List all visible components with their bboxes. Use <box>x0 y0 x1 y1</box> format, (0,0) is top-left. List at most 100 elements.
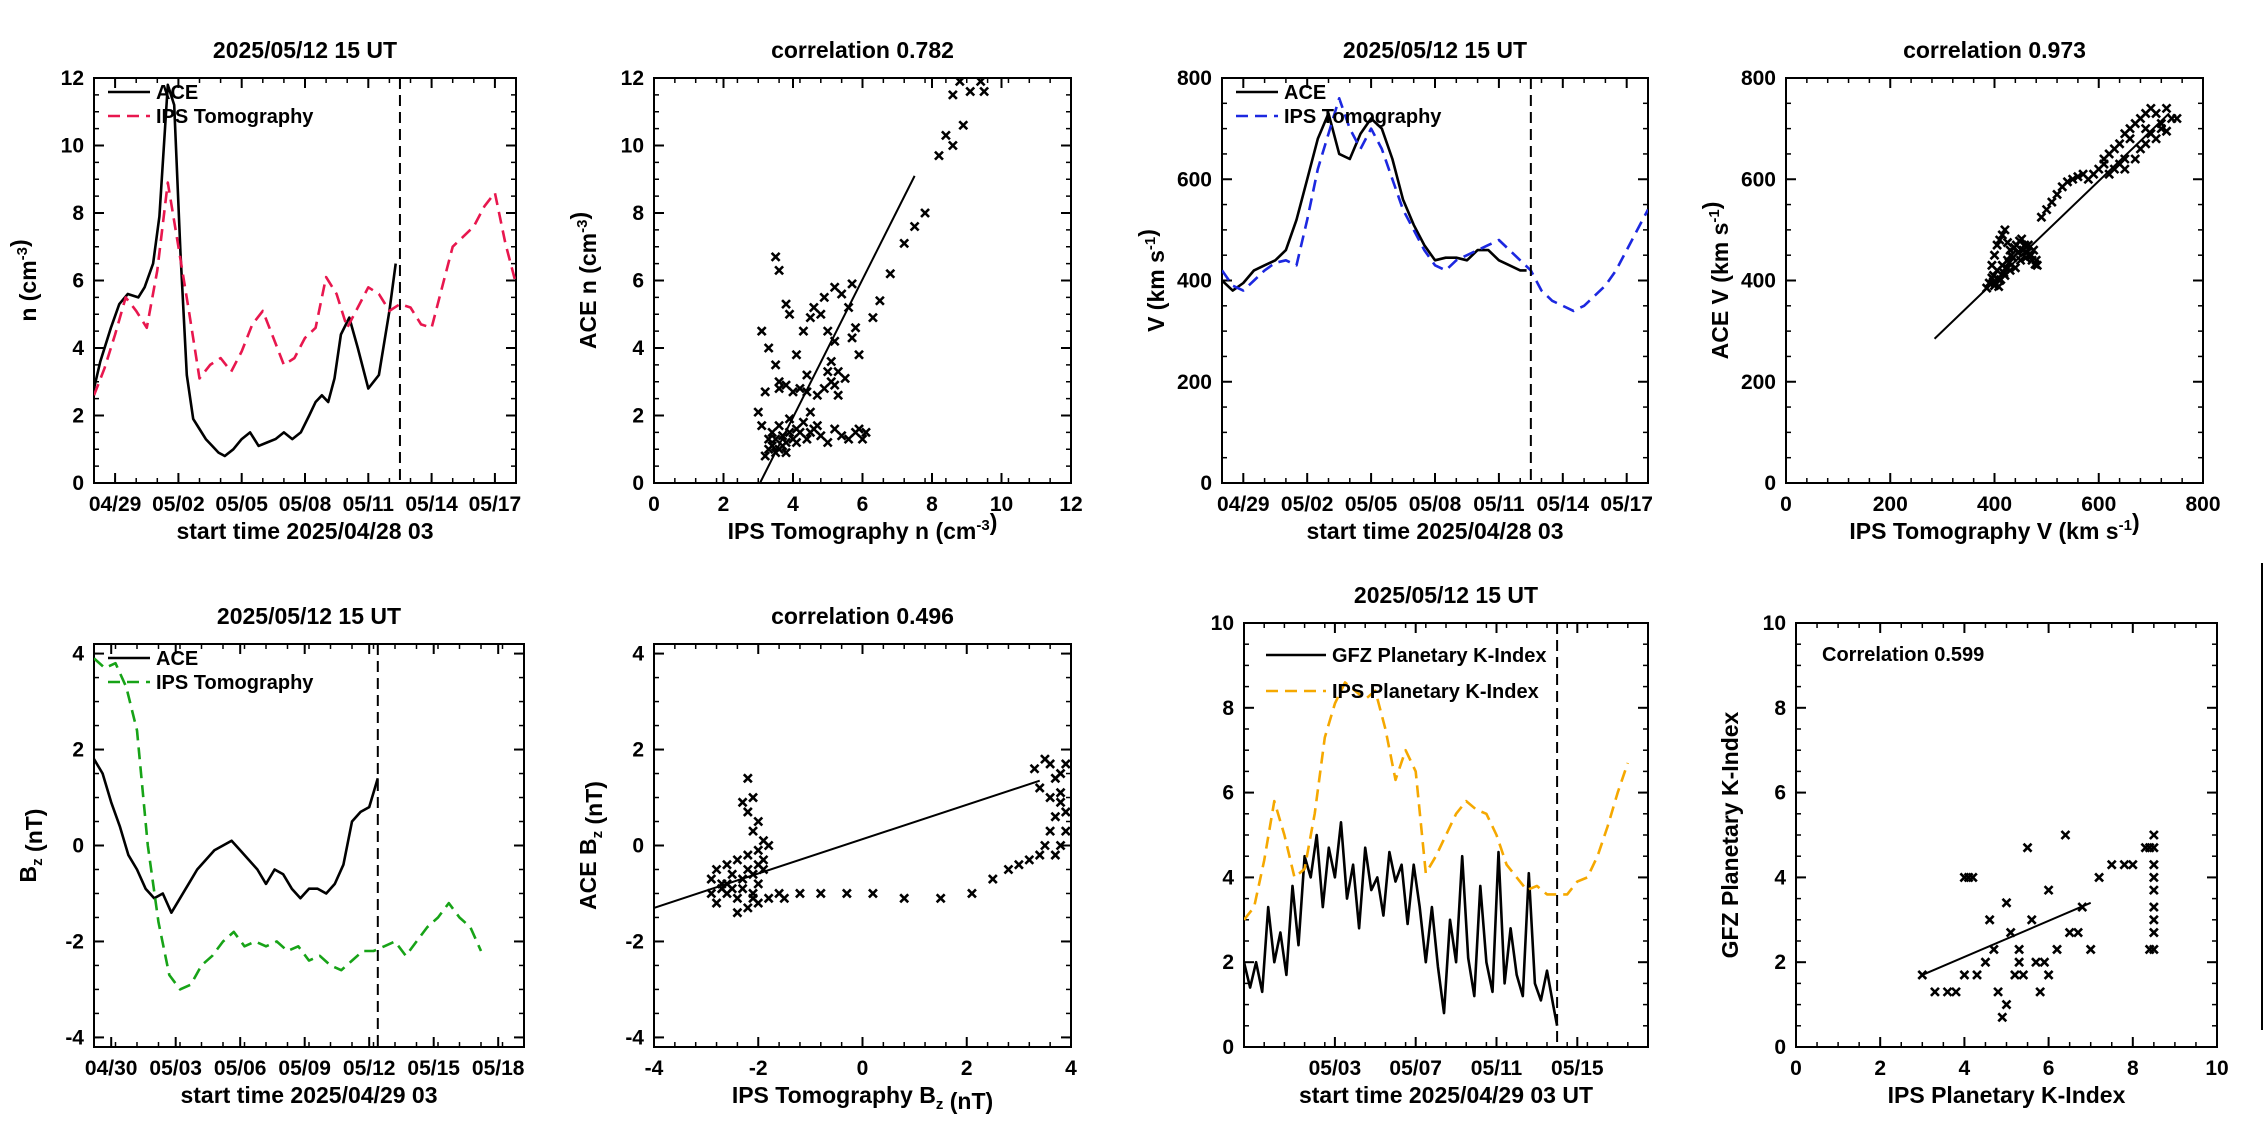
x-tick-label: 4 <box>1065 1057 1077 1080</box>
point-stroke-b <box>1055 768 1066 779</box>
plot-area <box>654 754 1071 918</box>
point-stroke-b <box>836 289 847 299</box>
point-stroke-b <box>763 893 774 904</box>
scatter-point <box>843 434 854 445</box>
scatter-point <box>826 356 837 367</box>
scatter-point <box>1040 754 1050 765</box>
scatter-point <box>801 370 812 380</box>
scatter-point <box>2161 103 2172 114</box>
point-stroke-b <box>2085 944 2096 955</box>
point-stroke-b <box>829 336 840 347</box>
scatter-point <box>2014 944 2025 955</box>
point-stroke-b <box>1993 281 2004 292</box>
point-stroke-b <box>2151 108 2162 119</box>
y-tick-label: 4 <box>72 643 84 666</box>
point-stroke-b <box>1029 763 1040 774</box>
point-stroke-b <box>1972 970 1982 980</box>
point-stroke-b <box>1997 230 2008 240</box>
point-stroke-b <box>1003 864 1014 875</box>
legend-label-0: ACE <box>156 648 198 670</box>
scatter-point <box>727 869 738 880</box>
x-tick-label: 05/09 <box>278 1057 331 1080</box>
plot-area <box>94 657 483 991</box>
scatter-point <box>779 893 790 904</box>
scatter-point <box>706 874 717 885</box>
chart-title: 2025/05/12 15 UT <box>217 603 401 629</box>
scatter-point <box>798 417 809 428</box>
point-stroke-b <box>2148 842 2159 853</box>
scatter-point <box>847 278 857 289</box>
point-stroke-b <box>1986 260 1997 271</box>
y-axis-label: GFZ Planetary K-Index <box>1717 711 1743 958</box>
scatter-point <box>847 332 857 343</box>
point-stroke-b <box>822 366 833 377</box>
point-stroke-b <box>2000 224 2010 235</box>
point-stroke-b <box>795 383 805 394</box>
scatter-point <box>1988 270 1999 281</box>
y-tick-label: 8 <box>632 202 644 225</box>
point-stroke-b <box>1050 850 1061 861</box>
point-stroke-b <box>798 326 809 337</box>
point-stroke-b <box>795 888 805 899</box>
point-stroke-b <box>2001 999 2012 1010</box>
y-tick-label: -2 <box>625 930 644 953</box>
regression-line <box>1921 901 2092 976</box>
x-tick-label: 05/07 <box>1389 1057 1442 1080</box>
point-stroke-b <box>885 268 896 279</box>
scatter-point <box>1997 1012 2008 1023</box>
scatter-point <box>2114 138 2125 149</box>
scatter-point <box>2000 224 2010 235</box>
point-stroke-b <box>801 434 812 445</box>
x-tick-label: 05/17 <box>469 493 522 516</box>
scatter-point <box>822 437 833 448</box>
scatter-point <box>868 888 878 899</box>
point-stroke-b <box>868 312 878 323</box>
scatter-point <box>1055 787 1066 798</box>
scatter-point <box>795 427 805 438</box>
point-stroke-b <box>2078 169 2089 180</box>
point-stroke-b <box>1055 797 1066 808</box>
scatter-point <box>781 447 791 458</box>
scatter-point <box>808 302 819 313</box>
scatter-point <box>737 797 748 808</box>
chart-panel-p4: correlation 0.973 0 200 400 600 800 0 200 400 600… <box>1698 37 2221 544</box>
x-axis-label: start time 2025/04/28 03 <box>176 518 433 544</box>
series-line-0 <box>94 83 397 458</box>
x-tick-label: 12 <box>1059 493 1082 516</box>
x-tick-label: 6 <box>2043 1057 2055 1080</box>
x-tick-label: 0 <box>1790 1057 1802 1080</box>
scatter-point <box>742 773 753 784</box>
chart-panel-p3: 2025/05/12 15 UT 04/29 05/02 05/05 05/08 05/1… <box>1134 37 1653 544</box>
scatter-point <box>2001 262 2011 273</box>
scatter-point <box>760 451 771 461</box>
y-tick-label: 200 <box>1177 371 1212 394</box>
point-stroke-b <box>2148 927 2159 938</box>
point-stroke-b <box>784 309 795 320</box>
point-stroke-b <box>722 859 732 870</box>
point-stroke-b <box>2073 927 2083 938</box>
point-stroke-b <box>808 302 819 313</box>
scatter-point <box>2125 133 2135 144</box>
point-stroke-b <box>975 78 986 87</box>
x-tick-label: -2 <box>749 1057 768 1080</box>
series-line-1 <box>1222 97 1648 313</box>
point-stroke-b <box>947 89 958 100</box>
scatter-point <box>979 86 990 97</box>
x-tick-label: 0 <box>857 1057 869 1080</box>
x-tick-label: 8 <box>926 493 938 516</box>
scatter-point <box>1993 986 2003 997</box>
point-stroke-b <box>774 265 785 276</box>
scatter-point <box>1963 872 1974 883</box>
scatter-point <box>861 427 871 438</box>
point-stroke-b <box>1013 859 1024 870</box>
chart-panel-p2: correlation 0.782 0 2 4 6 8 10 12 0 2 4 6 8 10 12 IPS T… <box>566 37 1083 544</box>
point-stroke-b <box>857 434 868 445</box>
scatter-point <box>763 840 774 851</box>
point-stroke-b <box>2127 859 2138 870</box>
x-tick-label: 04/29 <box>89 493 142 516</box>
scatter-point <box>758 854 769 865</box>
point-stroke-b <box>847 332 857 343</box>
scatter-point <box>742 864 753 875</box>
point-stroke-b <box>2001 262 2011 273</box>
point-stroke-b <box>742 773 753 784</box>
